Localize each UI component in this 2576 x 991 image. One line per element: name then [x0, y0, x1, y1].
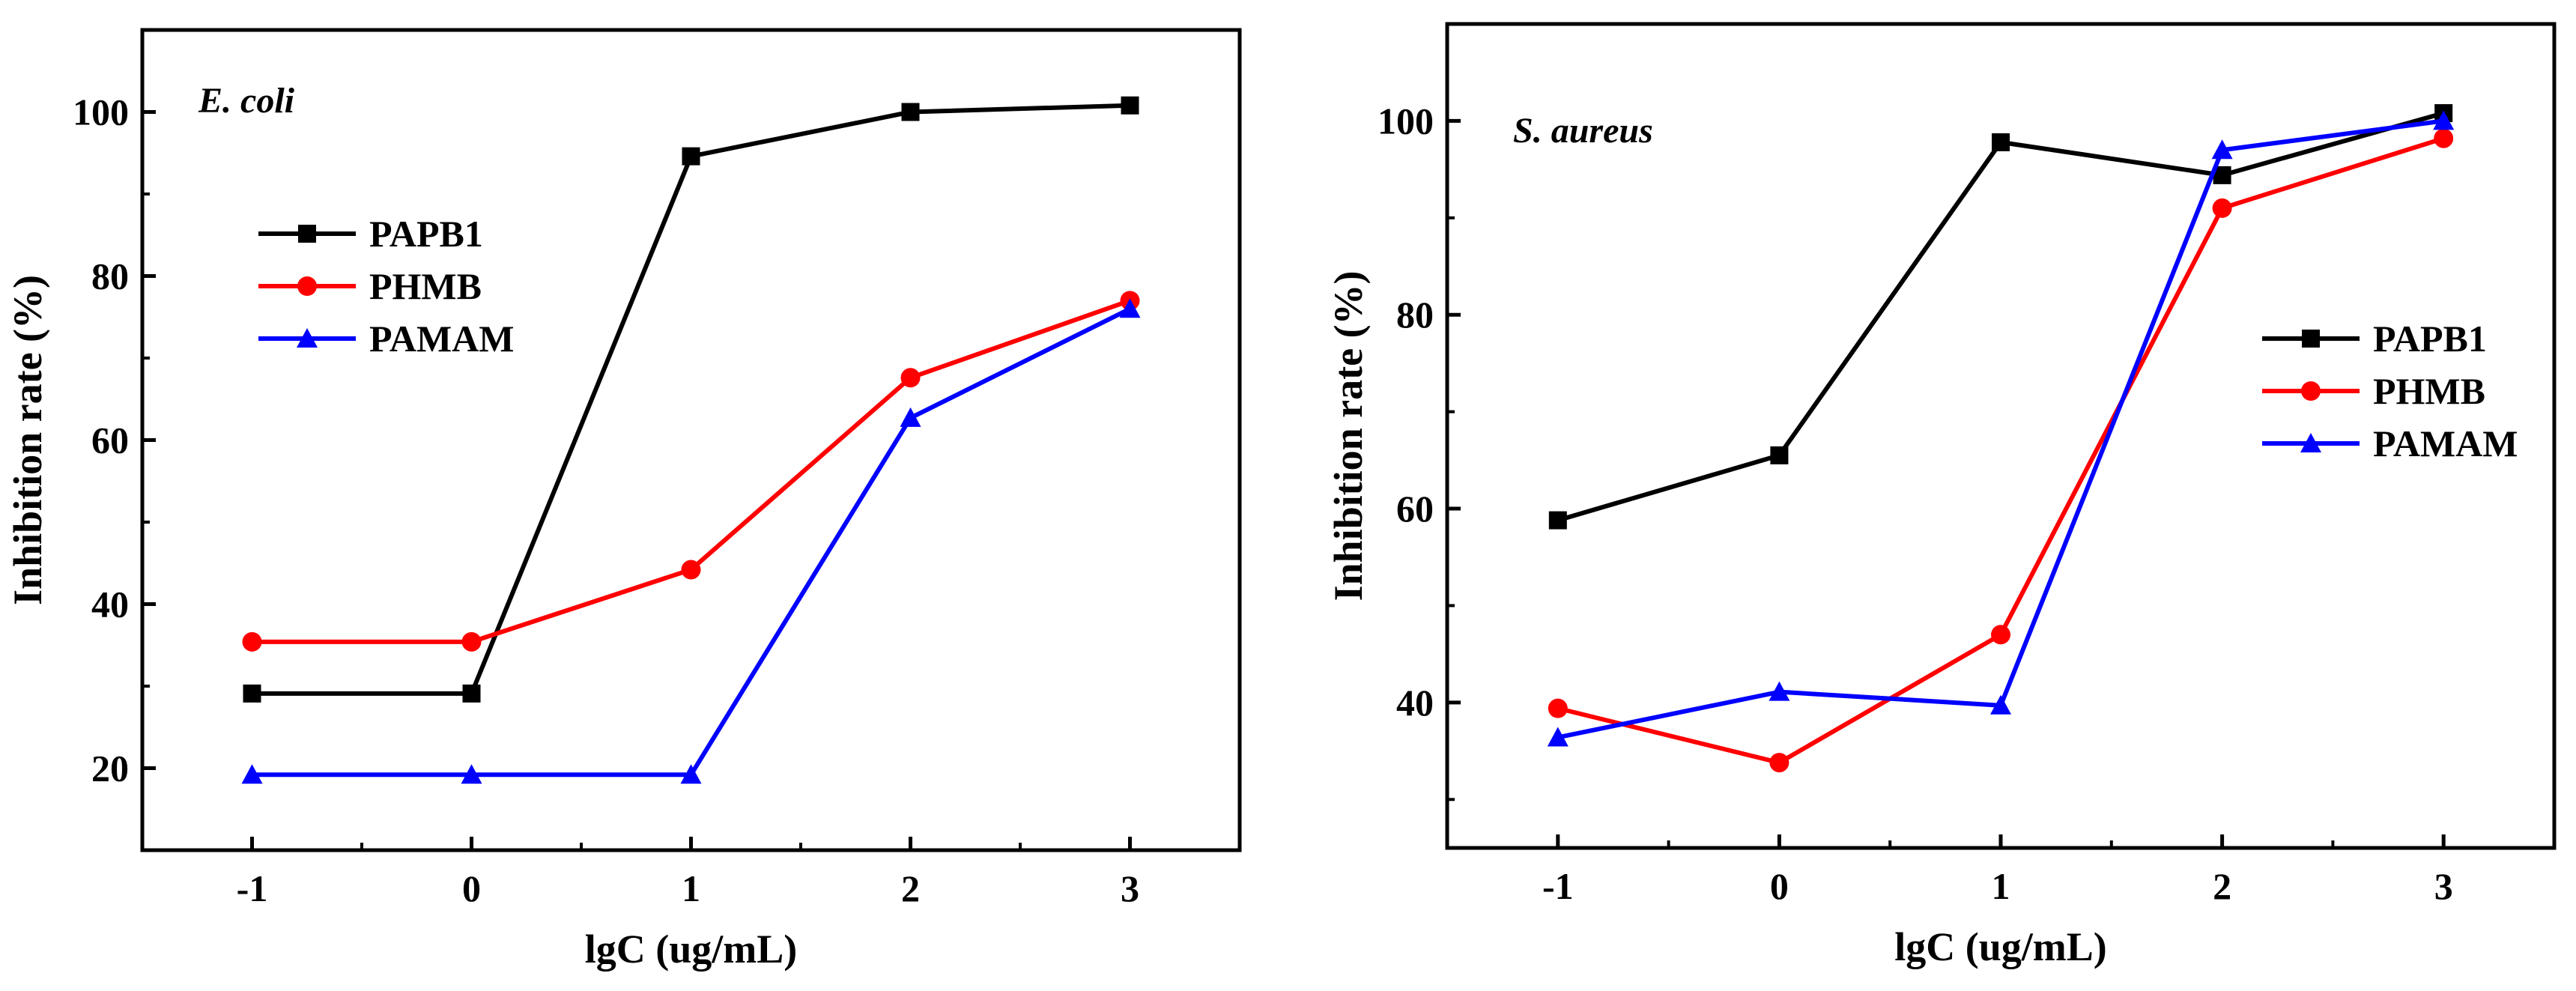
data-point-papb1	[1548, 511, 1567, 530]
x-axis-title: lgC (ug/mL)	[585, 927, 798, 972]
data-point-phmb	[1769, 753, 1789, 773]
x-tick-label: 3	[2434, 865, 2453, 907]
data-point-papb1	[1121, 96, 1139, 115]
y-tick-label: 20	[91, 748, 129, 790]
data-point-pamam	[241, 764, 263, 784]
data-point-phmb	[1991, 625, 2010, 645]
data-point-papb1	[901, 103, 920, 121]
chart-panel-ecoli: 20 40 60 80 100 -1 0 1 2 3 lgC (ug/mL) Inhibition r…	[5, 28, 1242, 972]
legend-label-papb1: PAPB1	[369, 213, 483, 255]
x-axis-title: lgC (ug/mL)	[1894, 924, 2107, 969]
data-point-papb1	[682, 147, 700, 166]
legend-label-phmb: PHMB	[2373, 370, 2485, 412]
data-point-papb1	[462, 684, 481, 703]
data-point-pamam	[1769, 681, 1790, 701]
x-tick-label: 2	[901, 867, 920, 909]
series-line-papb1	[1557, 111, 2445, 523]
y-tick-label: 100	[73, 91, 129, 133]
legend-label-papb1: PAPB1	[2373, 318, 2487, 360]
data-point-pamam	[2433, 110, 2455, 130]
legend-marker-pamam	[297, 328, 318, 348]
legend-marker-papb1	[298, 225, 316, 243]
legend-label-pamam: PAMAM	[369, 318, 514, 360]
panel-label: E. coli	[198, 81, 295, 121]
legend-marker-papb1	[2302, 330, 2320, 348]
chart-panel-saureus: 40 60 80 100 -1 0 1 2 3 lgC (ug/mL) Inhibition rat…	[1326, 22, 2557, 969]
y-tick-label: 60	[91, 419, 129, 461]
data-point-pamam	[680, 764, 702, 784]
y-axis-title: Inhibition rate (%)	[1326, 270, 1371, 601]
y-tick-label: 100	[1378, 100, 1434, 142]
data-point-phmb	[242, 631, 262, 652]
series-line-pamam	[252, 306, 1131, 778]
legend-label-phmb: PHMB	[369, 265, 482, 307]
y-tick-label: 80	[91, 255, 129, 297]
data-point-papb1	[243, 684, 261, 703]
y-tick-label: 80	[1396, 294, 1434, 336]
x-tick-label: -1	[237, 867, 268, 909]
data-point-phmb	[681, 560, 701, 580]
legend-marker-phmb	[2301, 381, 2321, 401]
data-point-phmb	[2212, 198, 2232, 218]
x-tick-label: 3	[1121, 867, 1139, 909]
data-point-phmb	[1548, 698, 1568, 718]
x-tick-label: -1	[1542, 865, 1574, 907]
data-point-pamam	[900, 407, 921, 427]
data-point-pamam	[461, 764, 482, 784]
data-point-pamam	[1119, 298, 1141, 318]
data-point-pamam	[1990, 694, 2011, 715]
x-tick-label: 2	[2213, 865, 2231, 907]
legend-marker-phmb	[297, 276, 317, 296]
x-tick-label: 0	[1770, 865, 1789, 907]
y-tick-label: 60	[1396, 488, 1434, 530]
y-tick-label: 40	[91, 584, 129, 625]
y-axis-title: Inhibition rate (%)	[5, 275, 50, 605]
legend-marker-pamam	[2300, 433, 2321, 452]
data-point-phmb	[900, 368, 921, 388]
x-tick-label: 1	[682, 867, 700, 909]
data-point-phmb	[2434, 128, 2454, 148]
y-tick-label: 40	[1396, 682, 1434, 724]
panel-label: S. aureus	[1513, 111, 1653, 151]
series-line-pamam	[1557, 118, 2444, 740]
data-point-pamam	[1547, 727, 1569, 747]
data-point-papb1	[1992, 133, 2010, 151]
series-line-papb1	[252, 103, 1130, 696]
x-tick-label: 1	[1992, 865, 2010, 907]
legend-label-pamam: PAMAM	[2373, 422, 2518, 464]
data-point-pamam	[2211, 139, 2233, 160]
x-tick-label: 0	[462, 867, 481, 909]
data-point-papb1	[1770, 446, 1789, 464]
data-point-phmb	[461, 631, 482, 652]
